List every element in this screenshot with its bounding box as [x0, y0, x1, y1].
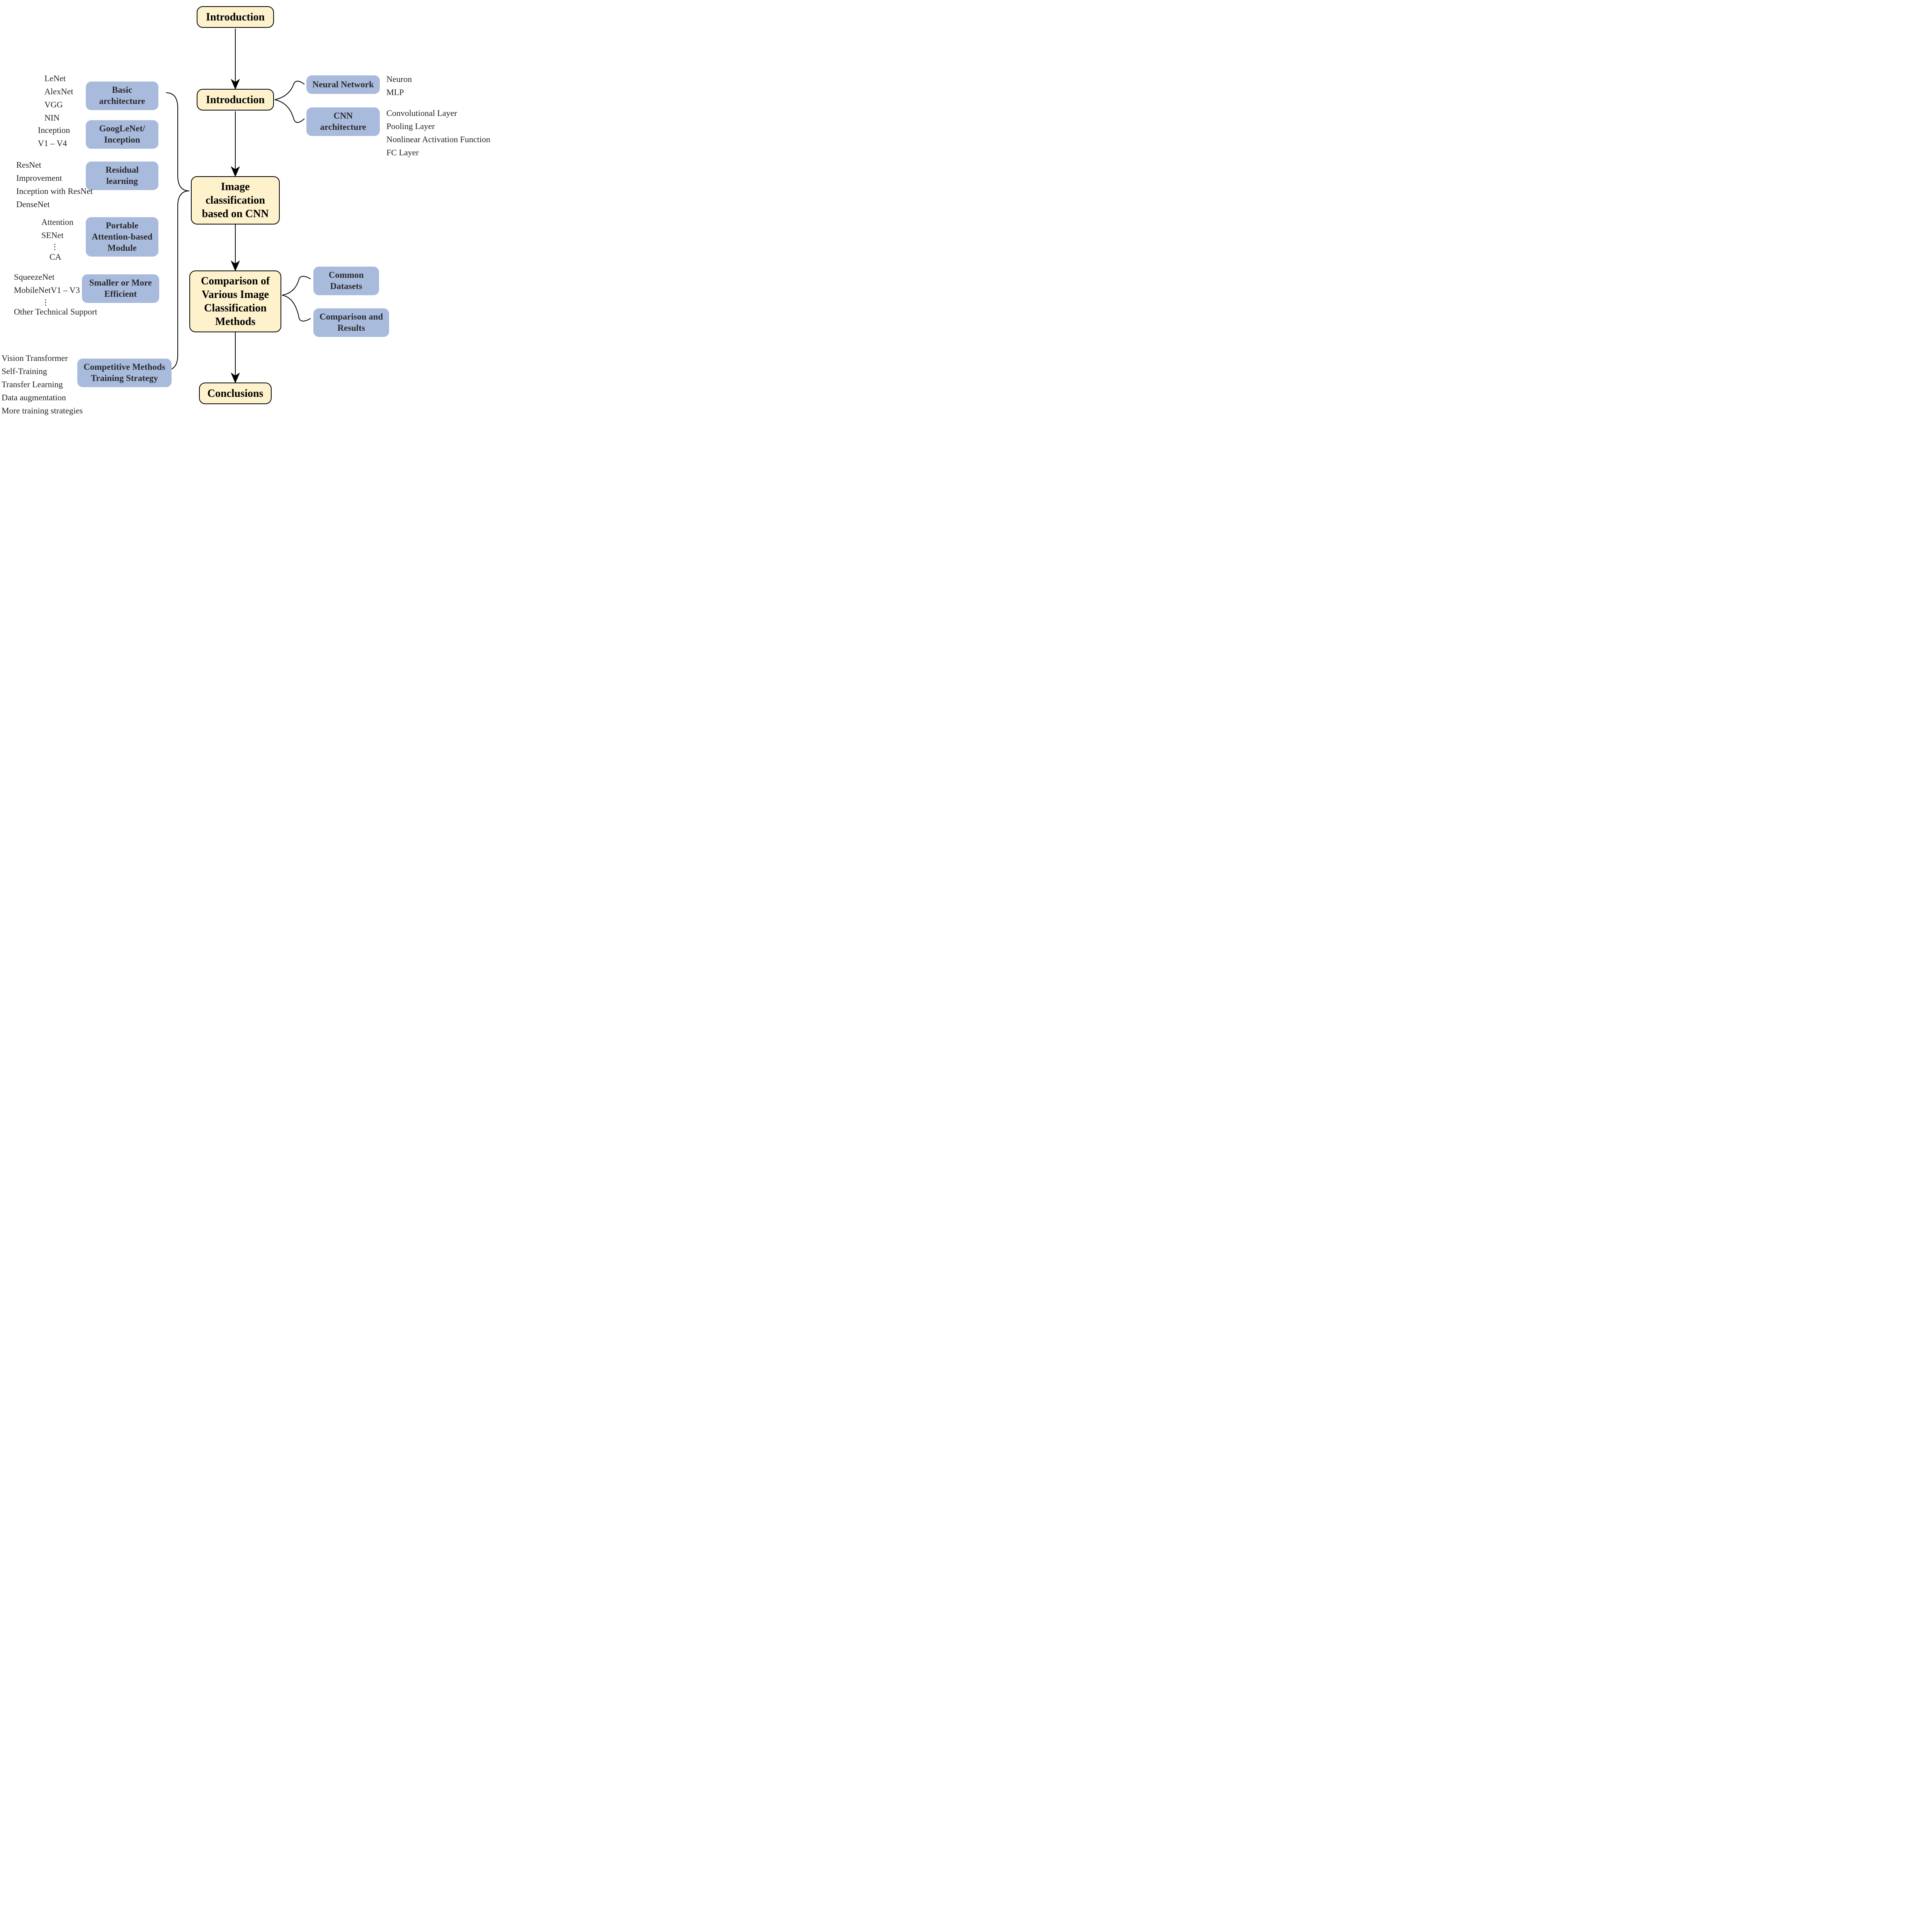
node-comparison-results: Comparison and Results [313, 308, 389, 337]
node-cnn-architecture: CNN architecture [306, 107, 380, 136]
label: Competitive Methods Training Strategy [82, 362, 167, 384]
text-basic-items: LeNetAlexNetVGGNIN [44, 72, 73, 124]
node-conclusions: Conclusions [199, 383, 272, 404]
node-smaller-efficient: Smaller or More Efficient [82, 274, 159, 303]
text-efficient-bottom: Other Technical Support [14, 305, 97, 318]
label: Introduction [206, 93, 265, 107]
node-comparison: Comparison of Various Image Classificati… [189, 270, 281, 332]
label: GoogLeNet/ Inception [90, 123, 154, 146]
text-attention-top: AttentionSENet [41, 216, 73, 242]
node-introduction-1: Introduction [197, 6, 274, 28]
label: Conclusions [207, 387, 264, 400]
label: Basic architecture [90, 85, 154, 107]
text-cnn-items: Convolutional LayerPooling LayerNonlinea… [386, 107, 490, 159]
node-residual-learning: Residual learning [86, 162, 158, 190]
text-googlenet-items: InceptionV1 – V4 [38, 124, 70, 150]
node-image-classification: Image classification based on CNN [191, 176, 280, 224]
node-attention-module: Portable Attention-based Module [86, 217, 158, 257]
node-introduction-2: Introduction [197, 89, 274, 111]
text-competitive-items: Vision TransformerSelf-TrainingTransfer … [2, 352, 83, 417]
label: Portable Attention-based Module [90, 220, 154, 253]
node-common-datasets: Common Datasets [313, 267, 379, 295]
label: CNN architecture [311, 111, 375, 133]
label: Image classification based on CNN [197, 180, 274, 221]
node-basic-architecture: Basic architecture [86, 82, 158, 110]
label: Smaller or More Efficient [87, 277, 155, 300]
text-neural-items: NeuronMLP [386, 73, 412, 99]
vertical-dots-icon: ⋮ [51, 242, 59, 252]
label: Comparison and Results [318, 311, 384, 334]
vertical-dots-icon: ⋮ [42, 298, 49, 307]
node-googlenet: GoogLeNet/ Inception [86, 120, 158, 149]
label: Common Datasets [318, 270, 374, 292]
text-attention-bottom: CA [49, 250, 61, 264]
text-residual-items: ResNetImprovementInception with ResNetDe… [16, 158, 93, 211]
label: Introduction [206, 10, 265, 24]
label: Neural Network [312, 79, 374, 90]
node-neural-network: Neural Network [306, 75, 380, 94]
text-efficient-top: SqueezeNetMobileNetV1 – V3 [14, 270, 80, 297]
label: Comparison of Various Image Classificati… [196, 274, 275, 328]
node-competitive-methods: Competitive Methods Training Strategy [77, 359, 172, 387]
label: Residual learning [90, 165, 154, 187]
